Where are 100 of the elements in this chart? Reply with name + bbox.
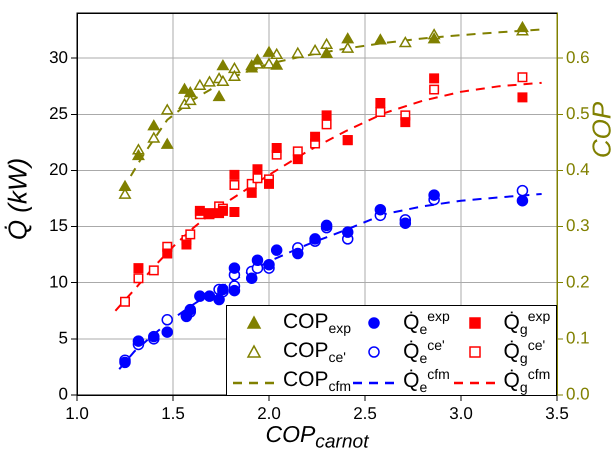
point: [375, 107, 386, 118]
point: [292, 154, 303, 164]
point: [194, 79, 206, 90]
point: [161, 314, 173, 326]
x-tick-label: 1.5: [161, 404, 185, 423]
point: [428, 189, 440, 201]
point: [119, 356, 131, 368]
x-tick-label: 3.0: [449, 404, 473, 423]
y-tick-label: 15: [49, 216, 68, 236]
point: [264, 178, 274, 189]
y-tick-label: 25: [49, 104, 68, 123]
point: [342, 32, 354, 44]
point: [148, 132, 160, 143]
point: [263, 46, 275, 57]
point: [320, 47, 333, 58]
point: [228, 284, 240, 296]
point: [148, 330, 160, 342]
point: [516, 194, 528, 206]
legend-label: COP$_{ce'}$: [283, 338, 346, 365]
point: [517, 92, 528, 102]
point: [185, 229, 196, 240]
point: [184, 86, 196, 98]
point: [272, 142, 282, 153]
point: [516, 22, 528, 32]
y-tick-label: 5: [58, 328, 68, 348]
point: [342, 42, 354, 53]
point: [252, 173, 262, 184]
point: [213, 90, 226, 102]
point: [119, 180, 131, 192]
point: [270, 48, 283, 60]
point: [517, 72, 528, 82]
point: [292, 248, 304, 260]
point: [228, 70, 240, 81]
point: [270, 59, 283, 70]
x-axis-title: COP$_{carnot}$: [265, 421, 369, 452]
y2-tick-label: 0.4: [566, 160, 590, 180]
point: [246, 188, 257, 198]
point: [375, 98, 386, 108]
point: [399, 36, 412, 48]
point: [322, 119, 332, 130]
point: [374, 204, 386, 216]
point: [270, 244, 282, 256]
y2-tick-label: 0.2: [566, 272, 590, 292]
point: [204, 290, 216, 302]
y-tick-label: 30: [49, 48, 68, 67]
x-tick-label: 2.5: [353, 404, 377, 423]
point: [342, 226, 354, 238]
point: [309, 44, 322, 56]
point: [216, 60, 229, 70]
point: [229, 206, 240, 217]
y2-tick-label: 0.3: [566, 216, 590, 236]
point: [263, 258, 275, 270]
y2-tick-label: 0.6: [566, 48, 590, 67]
point: [252, 54, 264, 65]
point: [204, 76, 216, 87]
point: [400, 217, 412, 229]
point: [252, 254, 264, 266]
point: [133, 263, 144, 274]
point: [181, 240, 192, 250]
point: [213, 294, 225, 306]
point: [162, 248, 172, 258]
point: [228, 262, 240, 274]
y-tick-label: 10: [49, 272, 68, 292]
point: [429, 73, 440, 84]
point: [216, 76, 229, 86]
point: [229, 180, 240, 190]
point: [184, 304, 196, 316]
y2-tick-label: 0.5: [566, 104, 590, 123]
point: [148, 265, 159, 276]
legend-label: COP$_{cfm}$: [283, 368, 352, 394]
x-tick-label: 2.0: [257, 404, 281, 423]
x-tick-label: 1.0: [65, 404, 89, 423]
point: [246, 272, 258, 284]
point: [194, 206, 205, 216]
point: [320, 38, 333, 49]
point: [374, 34, 386, 44]
point: [120, 296, 130, 307]
y2-tick-label: 0.0: [566, 384, 590, 404]
point: [246, 62, 258, 73]
point: [292, 47, 304, 58]
point: [252, 164, 262, 174]
y-axis-title: Q̇ (kW): [2, 158, 34, 240]
point: [428, 32, 440, 44]
point: [429, 84, 440, 95]
point: [228, 62, 240, 74]
point: [194, 290, 206, 302]
y-tick-label: 0: [58, 384, 68, 404]
point: [516, 184, 528, 196]
point: [148, 120, 160, 130]
point: [132, 150, 144, 160]
point: [310, 132, 320, 142]
y2-tick-label: 0.1: [566, 328, 590, 348]
point: [161, 104, 174, 115]
point: [132, 335, 144, 347]
point: [400, 117, 410, 128]
point: [133, 273, 144, 284]
y-tick-label: 20: [49, 160, 68, 180]
point: [161, 326, 173, 338]
point: [161, 138, 174, 149]
point: [229, 170, 240, 180]
